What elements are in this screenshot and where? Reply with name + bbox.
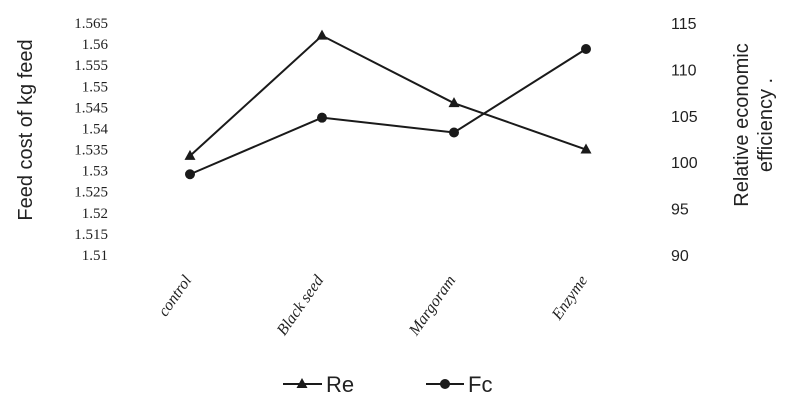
series-layer [184,29,592,180]
right-tick-label: 90 [671,248,689,265]
right-tick-label: 100 [671,155,698,172]
left-tick-label: 1.535 [74,143,108,159]
data-point-re [184,149,196,160]
left-tick-label: 1.51 [82,248,108,264]
category-label: control [155,272,195,320]
data-point-fc [449,127,459,138]
left-tick-label: 1.555 [74,58,108,74]
left-tick-label: 1.53 [82,164,108,180]
right-axis-title-line2: efficiency . [755,78,777,172]
legend-item-re: Re [283,372,354,397]
right-axis-title-line1: Relative economic [731,43,753,206]
left-tick-label: 1.545 [74,100,108,116]
data-point-fc [581,43,591,54]
right-tick-label: 110 [671,62,697,79]
category-label: Black seed [274,272,328,339]
category-labels: control Black seed Margoram Enzyme [155,272,591,340]
legend-triangle-marker [296,378,308,388]
left-tick-label: 1.565 [74,16,108,32]
right-tick-label: 105 [671,109,698,126]
left-tick-label: 1.515 [74,227,108,243]
legend-label-fc: Fc [468,372,492,397]
right-axis-ticks: 115 110 105 100 95 90 [671,16,698,265]
category-label: Enzyme [548,273,591,324]
left-tick-label: 1.525 [74,185,108,201]
series-line-re [189,34,587,157]
data-point-re [448,97,460,108]
data-point-re [580,143,592,154]
legend-item-fc: Fc [426,372,492,397]
legend: Re Fc [283,372,492,397]
data-point-fc [185,169,195,180]
series-line-fc [189,48,587,176]
left-tick-label: 1.56 [82,37,109,53]
left-tick-label: 1.55 [82,79,108,95]
left-tick-label: 1.52 [82,206,108,222]
legend-circle-marker [440,379,450,389]
right-tick-label: 95 [671,202,689,219]
data-point-re [316,29,328,40]
data-point-fc [317,112,327,123]
left-axis-ticks: 1.565 1.56 1.555 1.55 1.545 1.54 1.535 1.53 1.52… [74,16,108,264]
right-tick-label: 115 [671,16,697,33]
legend-label-re: Re [326,372,354,397]
category-label: Margoram [405,273,459,340]
left-axis-title: Feed cost of kg feed [15,39,37,220]
left-tick-label: 1.54 [82,121,109,137]
